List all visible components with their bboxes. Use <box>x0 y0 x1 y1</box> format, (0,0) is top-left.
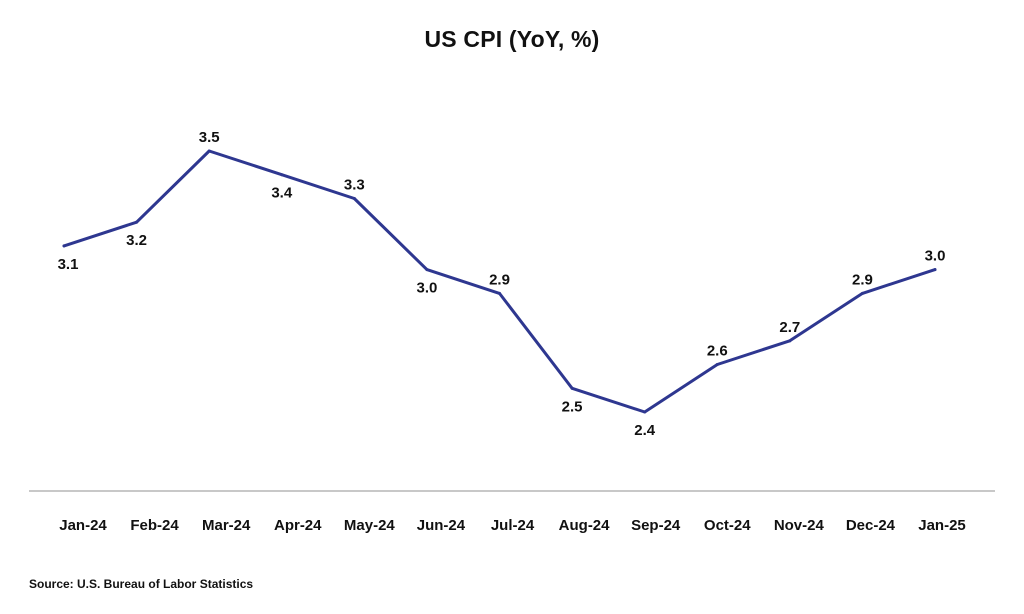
x-tick-label: Jan-25 <box>918 517 966 534</box>
x-tick-label: Jan-24 <box>59 517 107 534</box>
data-point <box>425 268 429 272</box>
series-cpi <box>62 149 937 414</box>
x-tick-label: Apr-24 <box>274 517 322 534</box>
data-point <box>62 244 66 248</box>
data-label: 3.3 <box>344 176 365 193</box>
x-tick-label: Feb-24 <box>130 517 179 534</box>
x-tick-label: Oct-24 <box>704 517 751 534</box>
data-point <box>498 291 501 295</box>
x-tick-label: Sep-24 <box>631 517 681 534</box>
data-point <box>643 410 647 414</box>
data-label: 2.7 <box>779 319 800 336</box>
data-label: 3.4 <box>271 185 293 202</box>
x-tick-label: Dec-24 <box>846 517 896 534</box>
x-tick-label: Aug-24 <box>559 517 610 534</box>
x-tick-label: Jul-24 <box>491 517 535 534</box>
x-tick-label: May-24 <box>344 517 396 534</box>
x-tick-label: Mar-24 <box>202 517 251 534</box>
data-label: 3.2 <box>126 232 147 249</box>
data-point <box>788 339 792 343</box>
data-label: 3.5 <box>199 129 220 146</box>
data-point <box>135 220 139 224</box>
x-tick-label: Jun-24 <box>417 517 466 534</box>
source-note: Source: U.S. Bureau of Labor Statistics <box>29 577 254 591</box>
data-label: 2.9 <box>489 271 510 288</box>
data-point <box>860 291 864 295</box>
data-label: 2.9 <box>852 271 873 288</box>
data-label: 3.1 <box>58 256 79 273</box>
data-point <box>280 173 284 177</box>
chart-title: US CPI (YoY, %) <box>424 26 600 52</box>
data-point <box>715 363 719 367</box>
data-label: 2.4 <box>634 422 656 439</box>
data-point <box>207 149 211 153</box>
data-label: 3.0 <box>416 280 437 297</box>
data-label: 2.6 <box>707 343 728 360</box>
data-point <box>352 196 356 200</box>
x-axis-tick-labels: Jan-24 Feb-24 Mar-24 Apr-24 May-24 Jun-24 Jul-… <box>59 517 966 534</box>
data-point <box>570 386 574 390</box>
data-labels: 3.1 3.2 3.5 3.4 3.3 3.0 2.9 2.5 2.4 2.6 2.7 2.9 3.0 <box>58 129 946 439</box>
x-tick-label: Nov-24 <box>774 517 825 534</box>
data-label: 2.5 <box>562 398 583 415</box>
data-point <box>933 268 937 272</box>
data-label: 3.0 <box>925 248 946 265</box>
